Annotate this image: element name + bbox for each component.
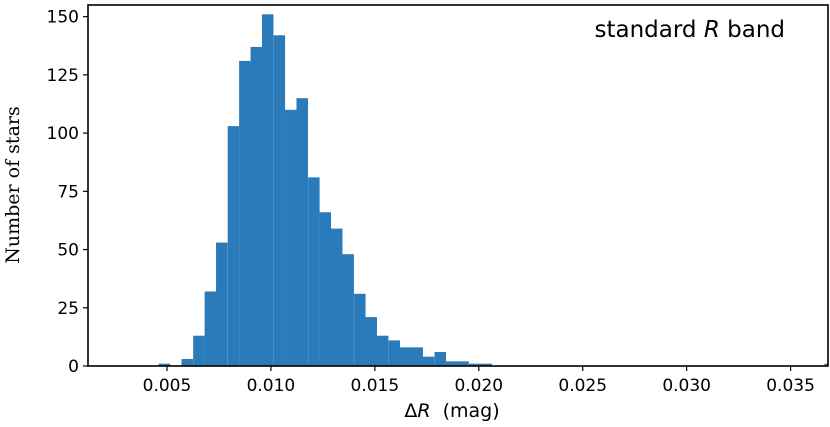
x-axis-label-italic: R	[417, 400, 430, 422]
y-tick-label: 0	[68, 357, 79, 377]
histogram-bar	[411, 347, 423, 366]
histogram-bar	[204, 291, 217, 366]
x-axis-label-prefix: Δ	[404, 400, 417, 422]
histogram-bar	[273, 35, 286, 366]
annotation-label: standard R band	[594, 17, 785, 43]
x-tick-label: 0.015	[351, 376, 400, 396]
plot-frame	[87, 4, 829, 367]
y-axis-ticks: 0 25 50 75 100 125 150	[47, 8, 88, 377]
x-tick-label: 0.010	[247, 376, 296, 396]
y-tick-label: 25	[57, 299, 79, 319]
histogram-bar	[239, 60, 251, 367]
histogram-bar	[422, 356, 435, 366]
histogram-bar	[227, 126, 240, 366]
x-axis-ticks: 0.005 0.010 0.015 0.020 0.025 0.030 0.035	[143, 366, 815, 396]
y-tick-label: 75	[57, 182, 79, 202]
x-tick-label: 0.025	[558, 376, 607, 396]
histogram-bar	[330, 228, 343, 366]
histogram-bar	[296, 98, 308, 366]
histogram-bar	[824, 363, 828, 366]
histogram-bar	[469, 363, 481, 366]
histogram-bar	[480, 363, 492, 366]
y-tick-label: 50	[57, 241, 79, 261]
histogram-bar	[216, 242, 228, 366]
x-tick-label: 0.020	[454, 376, 503, 396]
histogram-bar	[342, 254, 354, 366]
histogram-bar	[376, 335, 389, 366]
histogram-bar	[193, 335, 205, 366]
histogram-bars	[158, 14, 828, 367]
y-axis-label: Number of stars	[2, 106, 24, 263]
x-axis-label: ΔR (mag)	[404, 400, 499, 422]
histogram-bar	[250, 46, 263, 367]
histogram-bar	[445, 361, 458, 366]
x-tick-label: 0.035	[766, 376, 815, 396]
annotation-italic: R	[704, 17, 720, 43]
y-tick-label: 150	[47, 8, 79, 28]
histogram-bar	[261, 14, 274, 366]
histogram-bar	[354, 293, 366, 366]
histogram-bar	[365, 317, 377, 366]
x-tick-label: 0.030	[662, 376, 711, 396]
x-axis-label-suffix: (mag)	[431, 400, 500, 422]
annotation-suffix: band	[720, 17, 785, 43]
histogram-bar	[158, 363, 171, 366]
histogram-bar	[319, 212, 332, 366]
histogram-bar	[388, 340, 401, 366]
y-tick-label: 125	[47, 66, 79, 86]
histogram-bar	[434, 352, 446, 366]
histogram-bar	[285, 109, 297, 366]
histogram-bar	[308, 177, 320, 366]
histogram-bar	[181, 359, 194, 366]
histogram-bar	[400, 347, 412, 366]
y-tick-label: 100	[47, 124, 79, 144]
histogram-bar	[457, 361, 469, 366]
annotation-prefix: standard	[594, 17, 703, 43]
x-tick-label: 0.005	[143, 376, 192, 396]
